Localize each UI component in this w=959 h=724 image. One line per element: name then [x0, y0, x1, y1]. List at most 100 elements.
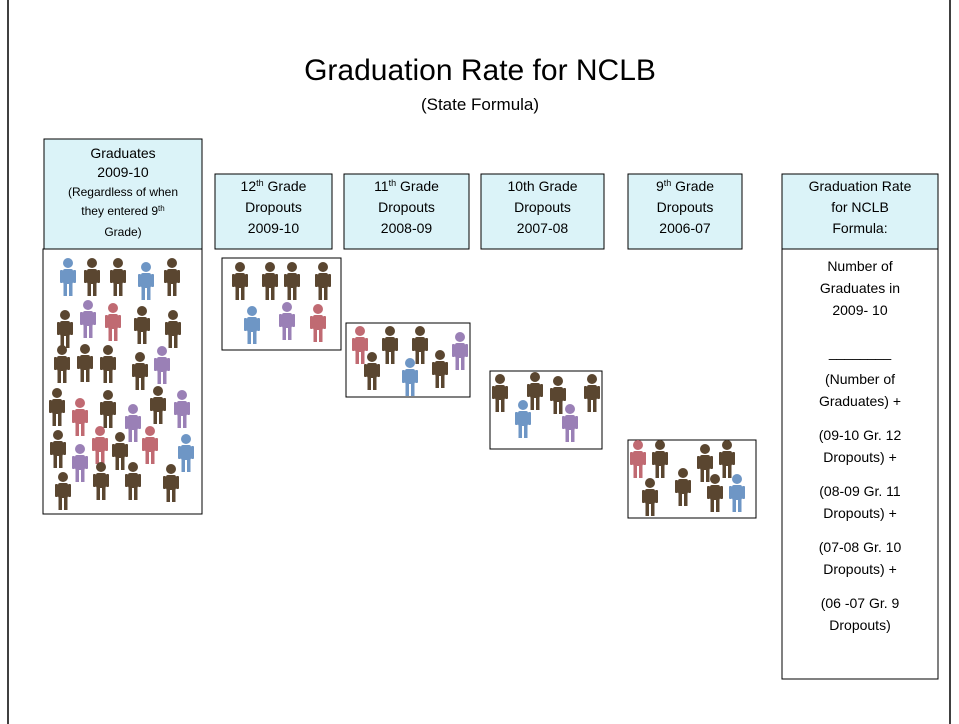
- person-arm: [85, 456, 88, 469]
- person-arm: [515, 412, 518, 425]
- person-leg: [588, 399, 592, 412]
- person-leg: [319, 329, 323, 342]
- header-line: Dropouts: [514, 199, 571, 215]
- person-body: [128, 415, 138, 430]
- person-arm: [118, 315, 121, 328]
- person-leg: [421, 351, 425, 364]
- person-arm: [163, 398, 166, 411]
- person-leg: [406, 383, 410, 396]
- person-head: [60, 310, 70, 320]
- picture-box: [490, 371, 602, 449]
- header-text: Graduation Rate: [809, 178, 912, 194]
- person-arm: [575, 416, 578, 429]
- person-leg: [174, 335, 178, 348]
- person-head: [587, 374, 597, 384]
- person-arm: [93, 312, 96, 325]
- person-arm: [177, 270, 180, 283]
- person-leg: [183, 415, 187, 428]
- person-leg: [554, 401, 558, 414]
- person-arm: [719, 452, 722, 465]
- person-head: [135, 352, 145, 362]
- person-body: [587, 385, 597, 400]
- person-arm: [710, 456, 713, 469]
- person-body: [645, 489, 655, 504]
- header-line: 2006-07: [659, 220, 711, 236]
- person-leg: [54, 455, 58, 468]
- person-leg: [283, 327, 287, 340]
- person-leg: [391, 351, 395, 364]
- person-arm: [97, 270, 100, 283]
- person-leg: [288, 287, 292, 300]
- person-arm: [63, 442, 66, 455]
- person-leg: [158, 371, 162, 384]
- person-head: [367, 352, 377, 362]
- formula-line: Graduates in: [820, 280, 900, 296]
- person-arm: [50, 442, 53, 455]
- person-leg: [386, 351, 390, 364]
- person-body: [722, 451, 732, 466]
- person-body: [181, 445, 191, 460]
- person-arm: [77, 356, 80, 369]
- person-head: [265, 262, 275, 272]
- person-head: [141, 262, 151, 272]
- person-leg: [178, 415, 182, 428]
- person-leg: [134, 429, 138, 442]
- person-arm: [675, 480, 678, 493]
- person-arm: [154, 358, 157, 371]
- person-arm: [138, 274, 141, 287]
- person-arm: [73, 270, 76, 283]
- person-arm: [297, 274, 300, 287]
- person-head: [405, 358, 415, 368]
- person-body: [313, 315, 323, 330]
- person-leg: [531, 397, 535, 410]
- person-arm: [84, 270, 87, 283]
- formula-line: Dropouts) +: [823, 449, 897, 465]
- person-leg: [661, 465, 665, 478]
- person-arm: [425, 338, 428, 351]
- person-leg: [656, 465, 660, 478]
- header-line: they entered 9th: [81, 204, 164, 219]
- person-arm: [412, 338, 415, 351]
- person-leg: [129, 487, 133, 500]
- header-text: Grade: [671, 178, 714, 194]
- person-leg: [69, 283, 73, 296]
- person-body: [282, 313, 292, 328]
- person-arm: [415, 370, 418, 383]
- person-arm: [147, 318, 150, 331]
- person-arm: [584, 386, 587, 399]
- person-body: [415, 337, 425, 352]
- person-head: [355, 326, 365, 336]
- person-arm: [138, 416, 141, 429]
- person-leg: [361, 351, 365, 364]
- person-head: [53, 430, 63, 440]
- person-body: [75, 409, 85, 424]
- person-arm: [492, 386, 495, 399]
- person-head: [732, 474, 742, 484]
- person-body: [137, 317, 147, 332]
- formula-line: Graduates) +: [819, 393, 901, 409]
- person-leg: [536, 397, 540, 410]
- person-arm: [563, 388, 566, 401]
- person-arm: [540, 384, 543, 397]
- header-text: th: [389, 178, 397, 188]
- person-leg: [571, 429, 575, 442]
- person-leg: [639, 465, 643, 478]
- person-arm: [176, 476, 179, 489]
- person-leg: [76, 469, 80, 482]
- person-head: [318, 262, 328, 272]
- header-line: 2007-08: [517, 220, 569, 236]
- person-leg: [716, 499, 720, 512]
- header-text: Grade: [396, 178, 439, 194]
- person-arm: [155, 438, 158, 451]
- person-arm: [279, 314, 282, 327]
- person-leg: [63, 370, 67, 383]
- person-leg: [81, 469, 85, 482]
- person-body: [166, 475, 176, 490]
- person-body: [247, 317, 257, 332]
- person-body: [57, 356, 67, 371]
- person-arm: [402, 370, 405, 383]
- person-leg: [436, 375, 440, 388]
- person-body: [405, 369, 415, 384]
- person-arm: [352, 338, 355, 351]
- person-leg: [679, 493, 683, 506]
